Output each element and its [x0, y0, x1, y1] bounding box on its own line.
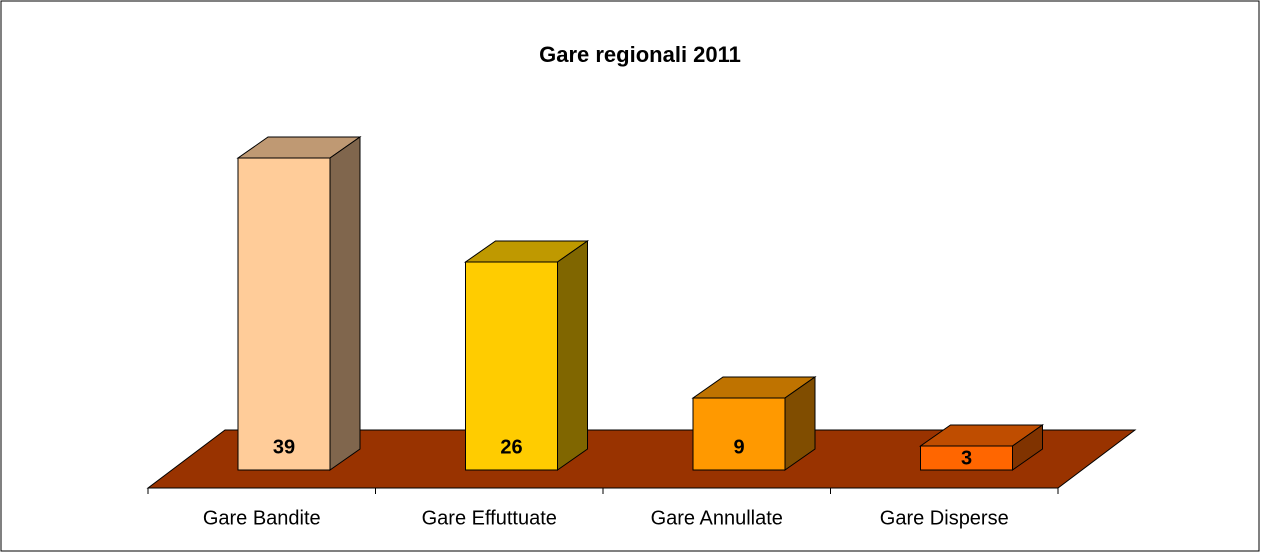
- chart-title: Gare regionali 2011: [539, 42, 741, 67]
- bar-side: [784, 376, 816, 471]
- bar: [236, 136, 362, 471]
- bar: [691, 376, 817, 471]
- data-label: 39: [273, 436, 295, 458]
- bar-front: [692, 397, 786, 471]
- x-tick-label: Gare Disperse: [880, 507, 1009, 529]
- bar-front: [237, 157, 331, 471]
- x-tick-label: Gare Annullate: [651, 507, 783, 529]
- bar-side: [329, 136, 361, 471]
- data-label: 26: [500, 436, 522, 458]
- bar: [463, 240, 590, 471]
- data-label: 9: [733, 436, 744, 458]
- x-tick-label: Gare Effuttuate: [422, 507, 557, 529]
- bar-side: [1012, 424, 1043, 471]
- data-label: 3: [961, 447, 972, 469]
- x-tick-label: Gare Bandite: [203, 507, 321, 529]
- bar: [918, 424, 1045, 471]
- bar-side: [557, 240, 588, 471]
